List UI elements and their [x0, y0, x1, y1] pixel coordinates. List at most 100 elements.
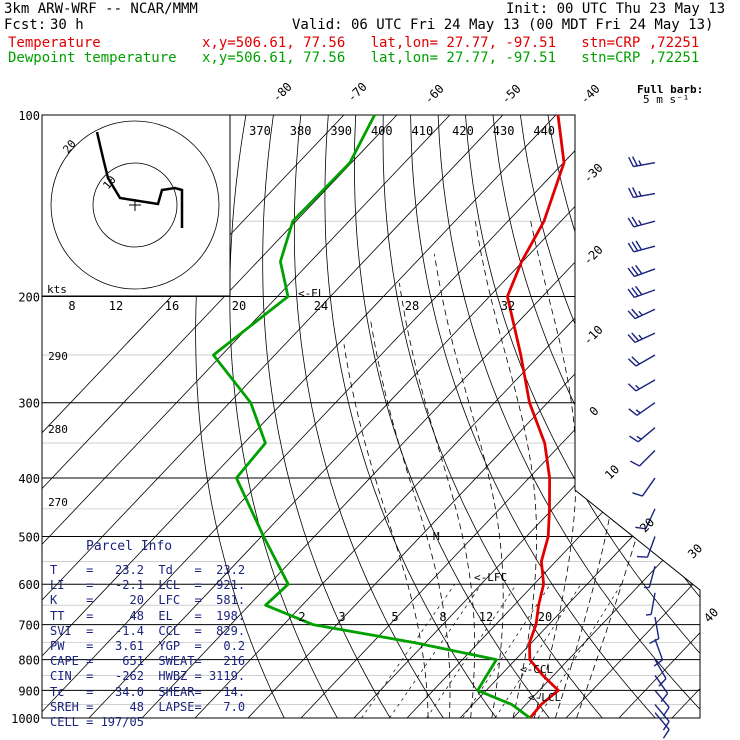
barb-flag [638, 334, 643, 340]
pressure-label: 600 [18, 578, 40, 592]
barb-flag [632, 492, 643, 497]
barb-staff [650, 592, 656, 615]
barb-flag [631, 241, 639, 252]
barb-staff [641, 477, 656, 497]
pressure-label: 100 [18, 109, 40, 123]
hodograph-ring-1 [92, 162, 178, 248]
barb-flag [627, 358, 637, 367]
parcel-info-row: CAPE = 651 SWEAT= 216 [50, 654, 246, 669]
mixing-ratio-label: 12 [109, 299, 123, 313]
pressure-label: 400 [18, 472, 40, 486]
mid-marker: M [433, 530, 440, 543]
barb-flag [628, 408, 638, 416]
mixing-ratio-label: 16 [165, 299, 179, 313]
barb-flag [631, 156, 638, 167]
barb-staff [654, 659, 667, 679]
barb-flag [635, 409, 641, 414]
mixing-ratio-label: 28 [405, 299, 419, 313]
barb-flag [645, 613, 652, 616]
barb-staff [654, 712, 670, 731]
barb-flag [635, 526, 646, 530]
barb-flag [628, 156, 634, 167]
mixing-ratio-5 [426, 584, 517, 718]
mixing-ratio-label: 8 [439, 610, 446, 624]
parcel-info-row: PW = 3.61 YGP = 0.2 [50, 639, 246, 653]
dry-adiabat-320 [410, 115, 656, 718]
isotherm-label: -30 [581, 161, 606, 186]
barb-flag [662, 729, 670, 739]
mixing-ratio-label: 5 [391, 610, 398, 624]
parcel-info-row: LI = -2.1 LCL = 921. [50, 578, 246, 593]
dry-adiabat-420 [684, 115, 700, 718]
barb-flag [658, 678, 667, 687]
barb-flag [635, 384, 640, 390]
barb-flag [637, 555, 648, 558]
barb-flag [627, 217, 635, 228]
isotherm--100 [42, 115, 451, 718]
theta-label: 370 [249, 124, 271, 138]
isotherm-20 [512, 115, 700, 718]
barb-staff [654, 616, 660, 639]
parcel-info-row: K = 20 LFC = 581. [50, 593, 246, 608]
parcel-info-title: Parcel Info [86, 539, 173, 554]
moist-adiabat-16 [434, 253, 504, 718]
isotherm-label: 40 [701, 605, 721, 625]
dewpoint-trace [211, 114, 531, 720]
moist-adiabat-8 [370, 321, 451, 718]
isotherm--110 [42, 115, 398, 718]
moist-adiabat-20 [474, 221, 538, 718]
barb-flag [627, 267, 635, 277]
isotherm-label: 10 [602, 462, 622, 482]
dewpoint-legend: Dewpoint temperature [8, 50, 177, 66]
barb-legend-title: Full barb: [637, 83, 703, 96]
theta-label: 440 [533, 124, 555, 138]
hodograph-ring-2 [50, 120, 220, 290]
barb-staff [654, 638, 664, 661]
barb-flag [631, 308, 640, 318]
isotherm--80 [42, 115, 557, 718]
theta-label: 430 [493, 124, 515, 138]
forecast-hour: 30 h [50, 17, 84, 33]
valid-time: Valid: 06 UTC Fri 24 May 13 (00 MDT Fri … [292, 17, 714, 33]
temperature-legend: Temperature [8, 35, 101, 51]
barb-flag [649, 638, 660, 644]
parcel-info-row: CIN = -262 HWBZ = 3119. [50, 669, 246, 684]
barb-flag [629, 435, 639, 443]
mixing-ratio-label: 32 [501, 299, 515, 313]
barb-flag [631, 287, 639, 297]
barb-flag [638, 160, 642, 166]
plot-frame [41, 114, 701, 719]
model-title: 3km ARW-WRF -- NCAR/MMM [4, 1, 198, 17]
parcel-info-row: SREH = 48 LAPSE= 7.0 [50, 699, 246, 714]
isotherm-label: -70 [345, 80, 370, 105]
lfc-marker: <-LFC [474, 571, 507, 584]
init-time: Init: 00 UTC Thu 23 May 13 [506, 1, 726, 17]
mixing-ratio-label: 20 [232, 299, 246, 313]
lcl-marker: <-LCL [528, 691, 561, 704]
pressure-label: 700 [18, 619, 40, 633]
hodograph-units: kts [47, 283, 67, 296]
mixing-ratio-label: 8 [68, 299, 75, 313]
moist-adiabat-4 [343, 344, 429, 718]
barb-flag [627, 383, 637, 392]
barb-flag [635, 285, 643, 296]
barb-flag [635, 264, 643, 275]
barb-flag [653, 659, 663, 667]
mixing-ratio-label: 2 [298, 610, 305, 624]
barb-staff [648, 565, 656, 588]
barb-flag [627, 310, 636, 320]
barb-staff [654, 704, 670, 722]
dry-adiabat-290 [324, 115, 497, 718]
barb-staff [654, 689, 670, 708]
pressure-label: 300 [18, 397, 40, 411]
moist-adiabat-32 [576, 221, 682, 718]
mixing-ratio-3 [389, 584, 482, 718]
theta-label: 290 [48, 350, 68, 363]
isotherm-label: -10 [581, 323, 606, 348]
isotherm-10 [459, 115, 700, 718]
isotherm-label: 30 [685, 541, 705, 561]
theta-label: 280 [48, 423, 68, 436]
parcel-info-row: TT = 48 EL = 198. [50, 608, 246, 623]
barb-flag [638, 310, 643, 316]
